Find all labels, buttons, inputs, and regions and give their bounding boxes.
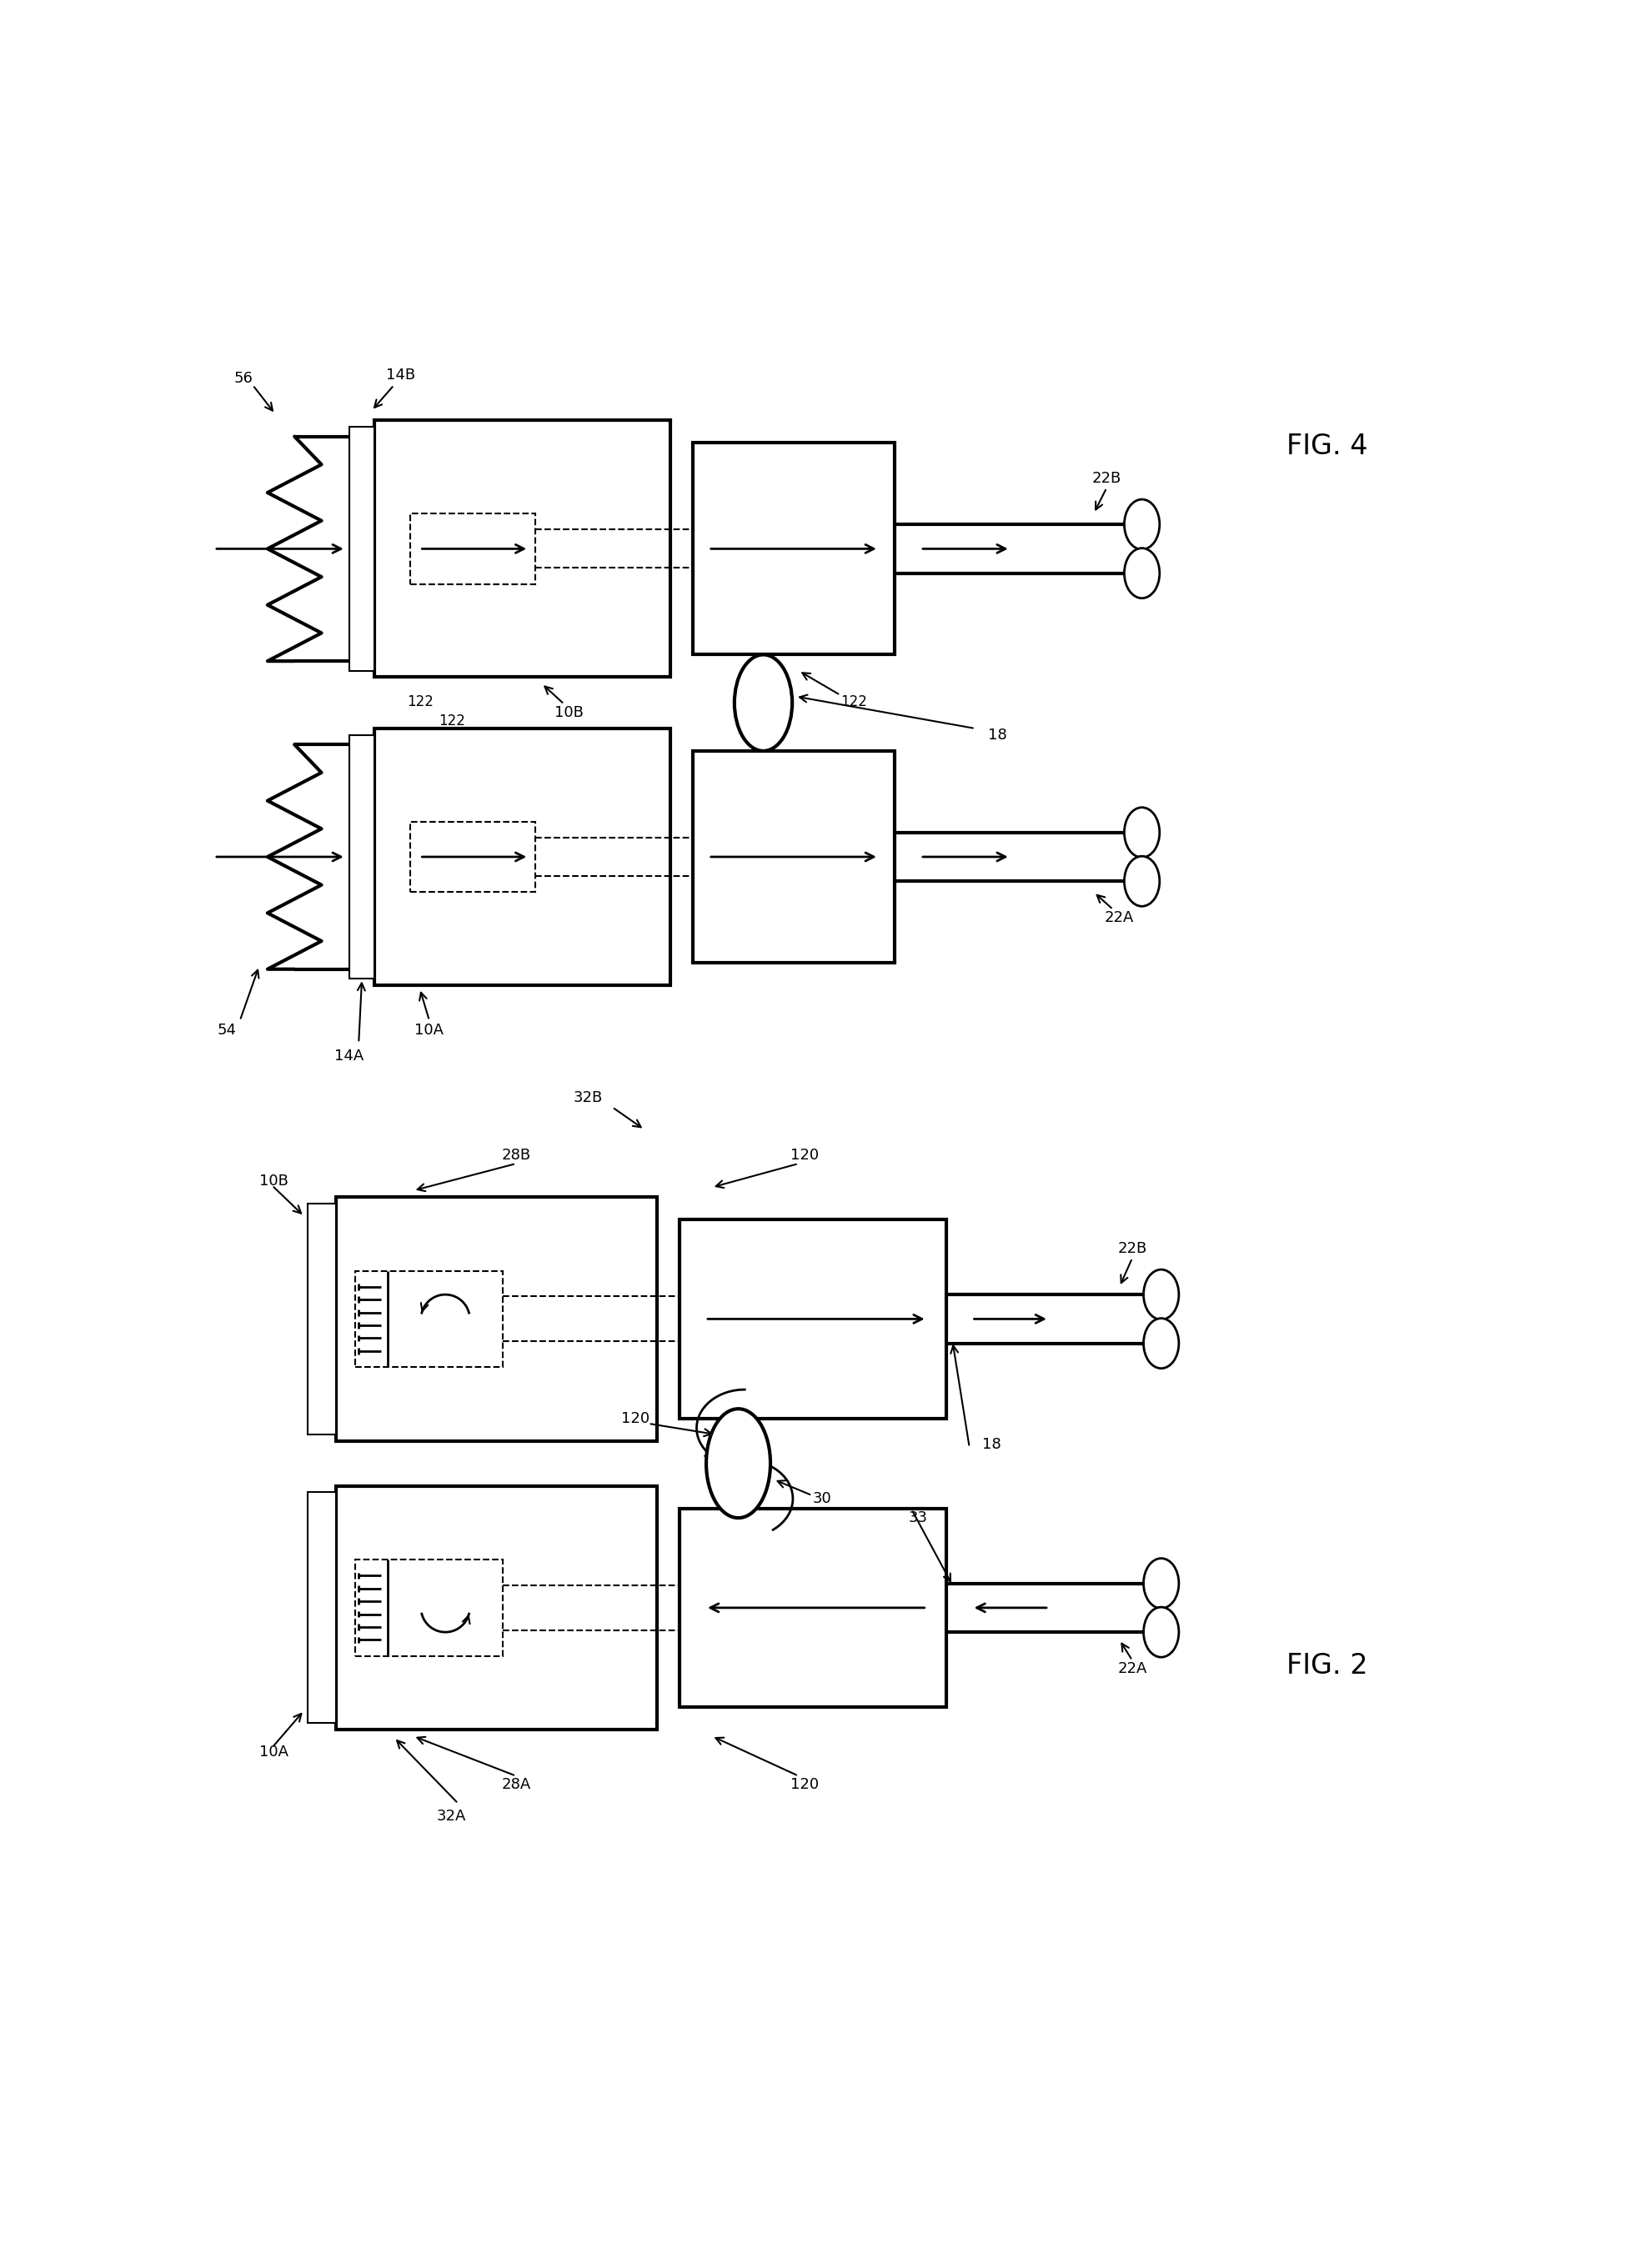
- Text: 120: 120: [791, 1776, 820, 1792]
- Bar: [411, 513, 535, 585]
- Text: 22A: 22A: [1105, 909, 1134, 925]
- Text: FIG. 2: FIG. 2: [1286, 1651, 1368, 1678]
- Bar: [693, 442, 895, 655]
- Ellipse shape: [1144, 1608, 1178, 1658]
- Text: 54: 54: [217, 1023, 236, 1039]
- Text: 122: 122: [408, 694, 434, 710]
- Text: 22B: 22B: [1092, 472, 1121, 485]
- Bar: [336, 1198, 657, 1440]
- Ellipse shape: [1125, 807, 1159, 857]
- Ellipse shape: [1125, 549, 1159, 599]
- Text: 30: 30: [812, 1490, 831, 1506]
- Text: 28B: 28B: [502, 1148, 531, 1163]
- Text: 33: 33: [908, 1510, 927, 1526]
- Ellipse shape: [706, 1408, 771, 1517]
- Bar: [308, 1204, 336, 1433]
- Text: 14B: 14B: [386, 367, 416, 383]
- Text: 10B: 10B: [259, 1173, 289, 1188]
- Text: 18: 18: [983, 1436, 1001, 1452]
- Text: 22B: 22B: [1118, 1241, 1148, 1256]
- Text: 32B: 32B: [574, 1091, 603, 1105]
- Bar: [375, 728, 670, 984]
- Bar: [308, 1492, 336, 1724]
- Ellipse shape: [1125, 857, 1159, 907]
- Bar: [680, 1508, 945, 1708]
- Text: 10A: 10A: [414, 1023, 443, 1039]
- Bar: [349, 735, 375, 980]
- Text: 22A: 22A: [1118, 1660, 1148, 1676]
- Bar: [375, 420, 670, 678]
- Bar: [355, 1560, 504, 1656]
- Bar: [336, 1486, 657, 1730]
- Bar: [355, 1270, 504, 1368]
- Text: 56: 56: [233, 372, 253, 386]
- Text: 18: 18: [988, 728, 1007, 742]
- Text: 122: 122: [438, 712, 466, 728]
- Text: 10B: 10B: [554, 705, 584, 719]
- Text: 120: 120: [621, 1411, 650, 1427]
- Text: FIG. 4: FIG. 4: [1286, 433, 1368, 460]
- Text: 10A: 10A: [259, 1744, 289, 1760]
- Text: 120: 120: [791, 1148, 820, 1163]
- Text: 32A: 32A: [437, 1810, 466, 1823]
- Text: 14A: 14A: [334, 1048, 363, 1064]
- Ellipse shape: [1144, 1558, 1178, 1608]
- Bar: [349, 426, 375, 671]
- Ellipse shape: [1144, 1270, 1178, 1320]
- Bar: [411, 821, 535, 891]
- Bar: [680, 1220, 945, 1418]
- Bar: [693, 751, 895, 962]
- Text: 28A: 28A: [502, 1776, 531, 1792]
- Ellipse shape: [735, 655, 792, 751]
- Ellipse shape: [1144, 1318, 1178, 1368]
- Ellipse shape: [1125, 499, 1159, 549]
- Text: 122: 122: [841, 694, 867, 710]
